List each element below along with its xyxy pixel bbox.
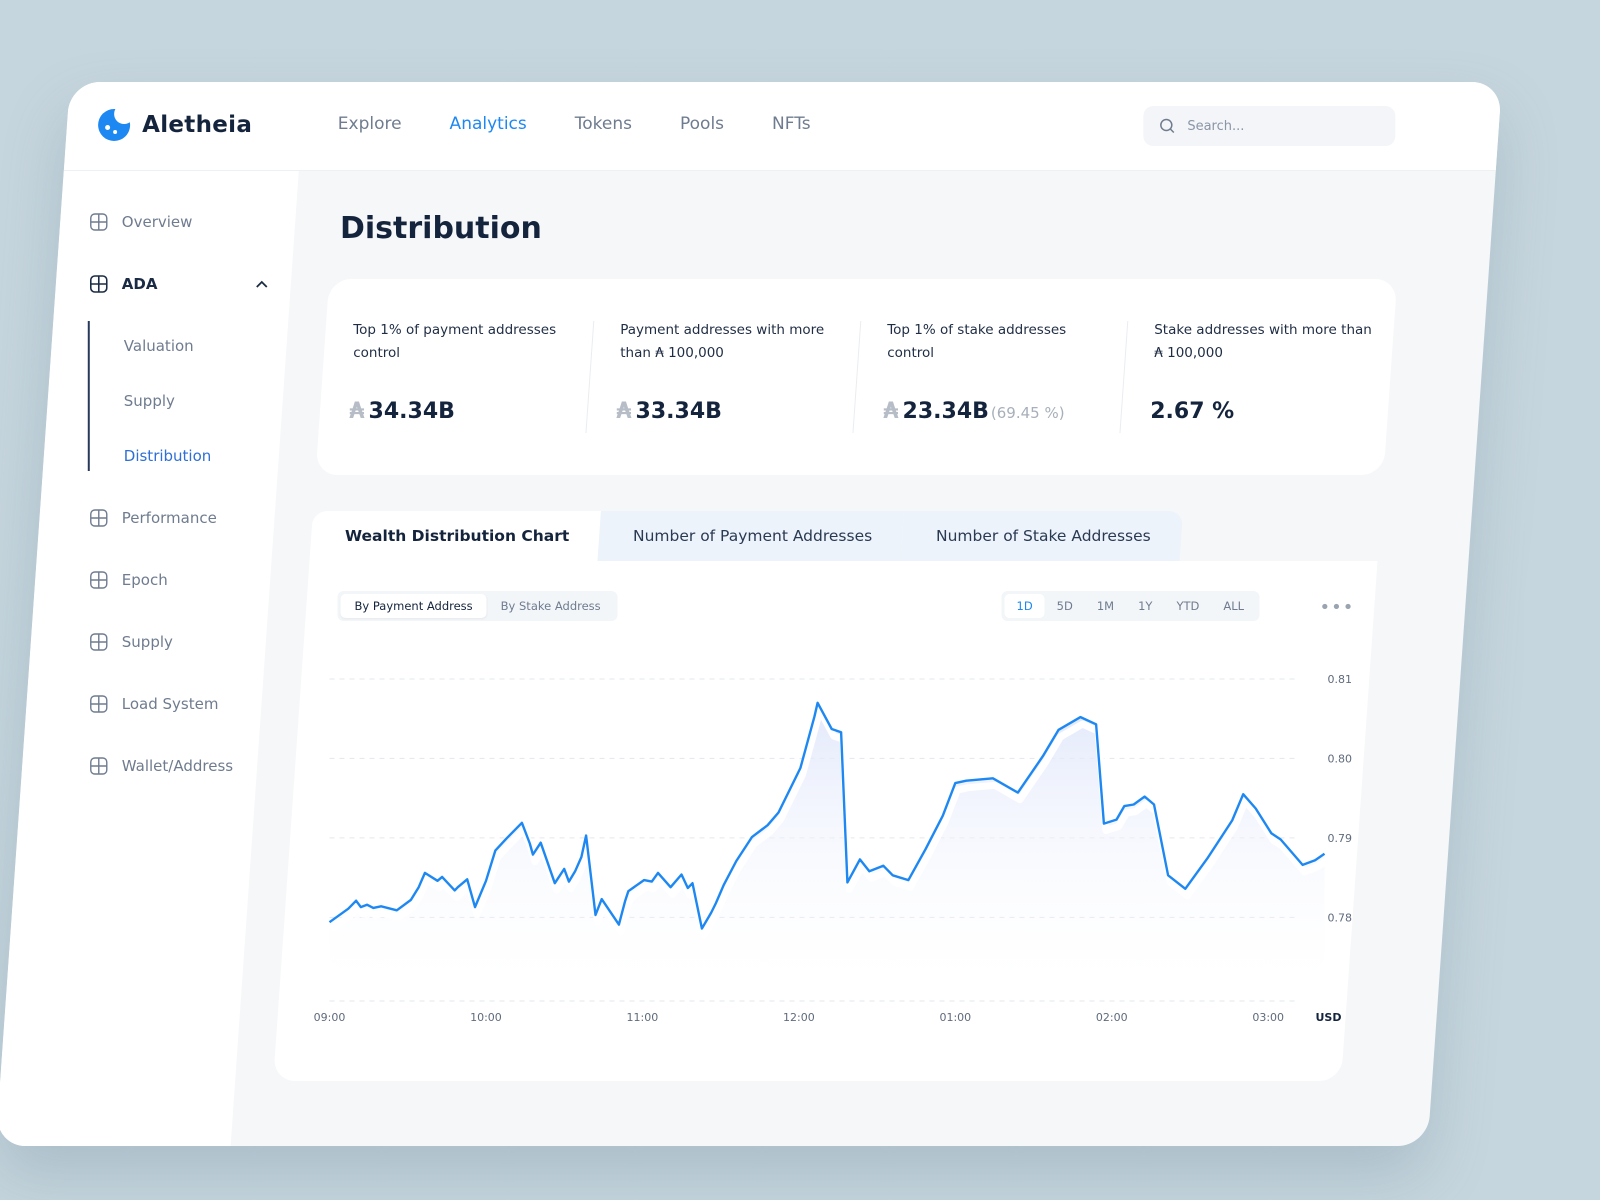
app-window: Aletheia Explore Analytics Tokens Pools … — [0, 82, 1502, 1146]
search-input[interactable] — [1185, 117, 1380, 135]
stat-value: ₳ 34.34B — [349, 399, 455, 424]
sidebar-item-load-system[interactable]: Load System — [90, 695, 219, 713]
stat-label: Stake addresses with more than ₳ 100,000 — [1154, 322, 1372, 361]
ada-currency-icon: ₳ — [349, 399, 365, 424]
stat-label: Payment addresses with more than ₳ 100,0… — [620, 322, 825, 361]
search-icon — [1160, 118, 1175, 134]
sidebar-item-wallet[interactable]: Wallet/Address — [90, 757, 233, 775]
grid-icon — [90, 695, 108, 713]
y-tick-label: 0.79 — [1328, 832, 1353, 845]
more-options-icon[interactable]: ••• — [1319, 597, 1355, 618]
y-tick-label: 0.80 — [1328, 752, 1353, 765]
nav-nfts[interactable]: NFTs — [772, 114, 811, 134]
x-tick-label: 03:00 — [1252, 1011, 1284, 1024]
by-payment-address-button[interactable]: By Payment Address — [340, 594, 487, 618]
series-shadow — [329, 706, 1329, 939]
sidebar: Overview ADA Valuation Supply Distributi… — [0, 171, 299, 1146]
top-nav: Explore Analytics Tokens Pools NFTs — [338, 114, 859, 134]
x-unit-label: USD — [1316, 1011, 1342, 1024]
ada-currency-icon: ₳ — [616, 399, 632, 424]
grid-icon — [90, 213, 108, 231]
stat-value: ₳ 33.34B — [616, 399, 722, 424]
nav-analytics[interactable]: Analytics — [449, 114, 527, 134]
x-tick-label: 09:00 — [314, 1011, 346, 1024]
sidebar-item-supply[interactable]: Supply — [90, 633, 173, 651]
chart-tabs: Wealth Distribution Chart Number of Paym… — [309, 511, 1184, 561]
range-5d-button[interactable]: 5D — [1056, 599, 1073, 613]
stat-card: Top 1% of stake addresses control ₳ 23.34… — [863, 279, 1130, 475]
x-tick-label: 01:00 — [939, 1011, 971, 1024]
sidebar-item-label: ADA — [121, 275, 158, 293]
stat-value: ₳ 23.34B (69.45 %) — [883, 399, 1065, 424]
stat-label: Top 1% of stake addresses control — [887, 322, 1067, 361]
by-stake-address-button[interactable]: By Stake Address — [500, 599, 601, 613]
main-content: Distribution Top 1% of payment addresses… — [230, 171, 1496, 1146]
logo[interactable]: Aletheia — [98, 109, 252, 141]
grid-icon — [90, 571, 108, 589]
stat-card: Stake addresses with more than ₳ 100,000… — [1130, 279, 1397, 475]
app-name: Aletheia — [142, 112, 253, 138]
chart-card: By Payment Address By Stake Address 1D 5… — [273, 561, 1378, 1081]
sidebar-item-distribution[interactable]: Distribution — [124, 447, 212, 465]
sidebar-item-label: Load System — [121, 695, 219, 713]
search-box[interactable] — [1143, 106, 1396, 146]
nav-explore[interactable]: Explore — [337, 114, 402, 134]
range-ytd-button[interactable]: YTD — [1176, 599, 1200, 613]
wealth-distribution-chart: 0.81 0.80 0.79 0.78 09:00 10:00 11:00 12:00 01:0… — [314, 673, 1353, 1024]
stat-card: Top 1% of payment addresses control ₳ 34.… — [329, 279, 596, 475]
grid-icon — [90, 509, 108, 527]
sidebar-item-label: Supply — [123, 392, 175, 410]
grid-icon — [89, 275, 108, 293]
logo-mark-icon — [98, 109, 131, 141]
chevron-up-icon[interactable] — [256, 280, 268, 288]
address-type-toggle: By Payment Address By Stake Address — [337, 591, 618, 621]
sidebar-item-valuation[interactable]: Valuation — [124, 337, 194, 355]
time-range-selector: 1D 5D 1M 1Y YTD ALL — [1001, 591, 1260, 621]
nav-tokens[interactable]: Tokens — [574, 114, 632, 134]
sidebar-item-ada[interactable]: ADA — [89, 275, 268, 293]
sidebar-item-label: Overview — [121, 213, 193, 231]
page-title: Distribution — [339, 211, 542, 246]
sidebar-item-label: Valuation — [123, 337, 194, 355]
stat-card: Payment addresses with more than ₳ 100,0… — [596, 279, 863, 475]
submenu-line — [87, 321, 90, 471]
grid-icon — [90, 633, 108, 651]
nav-pools[interactable]: Pools — [679, 114, 725, 134]
grid-icon — [90, 757, 108, 775]
range-1m-button[interactable]: 1M — [1096, 599, 1115, 613]
stats-panel: Top 1% of payment addresses control ₳ 34.… — [315, 279, 1398, 475]
ada-currency-icon: ₳ — [883, 399, 899, 424]
sidebar-item-supply-sub[interactable]: Supply — [124, 392, 175, 410]
sidebar-item-overview[interactable]: Overview — [90, 213, 193, 231]
x-tick-label: 12:00 — [783, 1011, 815, 1024]
range-all-button[interactable]: ALL — [1223, 599, 1245, 613]
sidebar-item-performance[interactable]: Performance — [90, 509, 217, 527]
sidebar-item-epoch[interactable]: Epoch — [90, 571, 168, 589]
y-tick-label: 0.78 — [1328, 911, 1353, 924]
y-tick-label: 0.81 — [1328, 673, 1353, 686]
sidebar-item-label: Wallet/Address — [121, 757, 234, 775]
stat-note: (69.45 %) — [990, 404, 1065, 422]
range-1d-button[interactable]: 1D — [1004, 594, 1045, 618]
sidebar-item-label: Epoch — [121, 571, 168, 589]
range-1y-button[interactable]: 1Y — [1138, 599, 1153, 613]
sidebar-item-label: Distribution — [123, 447, 212, 465]
sidebar-item-label: Performance — [121, 509, 217, 527]
series-area — [329, 702, 1325, 1001]
sidebar-item-label: Supply — [121, 633, 173, 651]
series-line — [328, 701, 1326, 930]
tab-wealth-distribution[interactable]: Wealth Distribution Chart — [309, 511, 602, 561]
tab-stake-addresses[interactable]: Number of Stake Addresses — [900, 511, 1184, 561]
stat-value: 2.67 % — [1150, 399, 1235, 424]
x-tick-label: 11:00 — [627, 1011, 659, 1024]
x-tick-label: 02:00 — [1096, 1011, 1128, 1024]
x-tick-label: 10:00 — [470, 1011, 502, 1024]
tab-payment-addresses[interactable]: Number of Payment Addresses — [597, 511, 905, 561]
stat-label: Top 1% of payment addresses control — [353, 322, 557, 361]
top-header: Aletheia Explore Analytics Tokens Pools … — [63, 82, 1502, 171]
